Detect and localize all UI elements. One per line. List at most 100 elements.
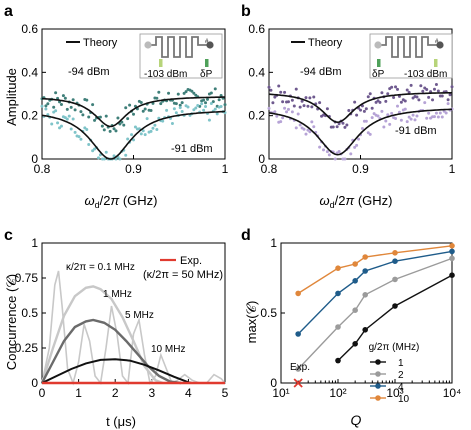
panel-a-data-point <box>44 107 48 111</box>
panel-c-xtick-label: 1 <box>75 386 82 400</box>
panel-c-data <box>40 270 226 386</box>
panel-a-data-point <box>167 91 171 95</box>
panel-b-data-point <box>366 95 370 99</box>
panel-a-data-point <box>209 91 213 95</box>
panel-a-data-point <box>137 127 141 131</box>
panel-c-xtick-label: 5 <box>222 386 229 400</box>
panel-b-data-point <box>294 87 298 91</box>
panel-b-ytick-label: 0.2 <box>248 109 265 123</box>
panel-b-data-point <box>355 143 359 147</box>
panel-b-data-point <box>390 85 394 89</box>
panel-b-data-point <box>421 89 425 93</box>
panel-b-inset: # δP -103 dBm <box>369 33 453 80</box>
panel-b-data-point <box>341 121 345 125</box>
panel-a-ylabel: Amplitude <box>4 68 19 126</box>
panel-a-data-point <box>170 121 174 125</box>
panel-b-xtick-label: 1 <box>449 162 456 176</box>
panel-b-data-point <box>450 85 454 89</box>
panel-a-data-point <box>141 109 145 113</box>
panel-a-data-point <box>59 124 63 128</box>
panel-b-data-point <box>434 111 438 115</box>
panel-c-xtick-label: 2 <box>112 386 119 400</box>
panel-b-data-point <box>395 87 399 91</box>
panel-c-axes: 0 1 2 3 4 5 0 0.25 0.5 0.75 1 <box>15 236 229 400</box>
panel-d-data-point <box>352 278 358 284</box>
panel-b-data-point <box>281 116 285 120</box>
panel-b-data-point <box>419 84 423 88</box>
panel-b-data-point <box>440 94 444 98</box>
panel-b-data-point <box>448 93 452 97</box>
panel-b-data-point <box>415 95 419 99</box>
panel-a-data-point <box>172 107 176 111</box>
panel-c-ytick-label: 0.75 <box>15 271 39 285</box>
panel-b-data-point <box>296 112 300 116</box>
panel-a-data-point <box>122 123 126 127</box>
panel-b-data-point <box>292 104 296 108</box>
panel-b-data-point <box>349 152 353 156</box>
panel-a-data-point <box>159 102 163 106</box>
panel-d-data-point <box>352 307 358 314</box>
panel-a-data-point <box>180 110 184 114</box>
panel-c-series-line <box>40 285 164 385</box>
panel-b-data-point <box>407 90 411 94</box>
panel-b: 0.8 0.9 1 0 0.2 0.4 0.6 Theory # δP -103 dBm -… <box>248 22 455 210</box>
panel-label-c: c <box>4 227 13 244</box>
panel-b-data-point <box>353 100 357 104</box>
panel-a-data-point <box>112 127 116 131</box>
panel-b-data-point <box>312 125 316 129</box>
panel-c-series-line <box>41 270 226 386</box>
panel-b-data-point <box>331 125 335 129</box>
panel-a-data-point <box>114 129 118 133</box>
panel-b-data-point <box>411 113 415 117</box>
panel-c-series-line <box>41 358 193 384</box>
panel-b-data-point <box>281 100 285 104</box>
panel-b-data-point <box>275 114 279 118</box>
panel-c-legend-sublabel: (κ/2π = 50 MHz) <box>143 269 223 281</box>
panel-b-data-point <box>304 96 308 100</box>
panel-b-ytick-label: 0.4 <box>248 65 265 79</box>
panel-a-ytick-label: 0 <box>31 152 38 166</box>
panel-a-data-point <box>213 107 217 111</box>
panel-a-data-point <box>108 129 112 133</box>
panel-b-data-point <box>425 87 429 91</box>
panel-b-data-point <box>283 90 287 94</box>
panel-a-data-point <box>124 153 128 157</box>
panel-a-data-point <box>52 105 56 109</box>
panel-a-data-point <box>126 117 130 121</box>
panel-b-data-point <box>440 115 444 119</box>
panel-b-data-point <box>427 111 431 115</box>
panel-b-legend-bg <box>286 32 360 53</box>
panel-d-data-point <box>362 268 368 274</box>
panel-a-data-point <box>141 129 145 133</box>
panel-a-data-point <box>219 105 223 109</box>
panel-a-data-point <box>196 103 200 107</box>
panel-b-data-point <box>318 101 322 105</box>
panel-b-data-point <box>335 125 339 129</box>
panel-b-data-point <box>409 117 413 121</box>
panel-b-xtick-label: 0.9 <box>352 162 369 176</box>
panel-a-data-point <box>65 117 69 121</box>
panel-a-data-point <box>145 117 149 121</box>
panel-a-data-point <box>85 98 89 102</box>
panel-d-ytick-label: 1 <box>270 236 277 250</box>
panel-b-data-point <box>269 88 273 92</box>
panel-b-data-point <box>290 110 294 114</box>
panel-c-series-line <box>40 318 182 385</box>
panel-b-inset-left-label: δP <box>372 69 385 80</box>
panel-a-data-point <box>104 150 108 154</box>
panel-d-legend-title: g/2π (MHz) <box>369 342 420 353</box>
panel-d-data-point <box>335 324 341 330</box>
panel-b-data-point <box>417 98 421 102</box>
panel-a-data-point <box>178 106 182 110</box>
panel-b-inset-marker: # <box>435 39 439 45</box>
panel-a-data-point <box>87 115 91 119</box>
panel-a-data-point <box>190 89 194 93</box>
panel-a-data-point <box>192 108 196 112</box>
panel-a-xlabel: ωd/2π (GHz) <box>85 193 158 210</box>
panel-a-data-point <box>130 133 134 137</box>
panel-a-data-point <box>211 100 215 104</box>
panel-a-inset-qubit-right <box>206 41 214 49</box>
panel-b-data-point <box>325 150 329 154</box>
panel-c-ytick-label: 0.25 <box>15 341 39 355</box>
